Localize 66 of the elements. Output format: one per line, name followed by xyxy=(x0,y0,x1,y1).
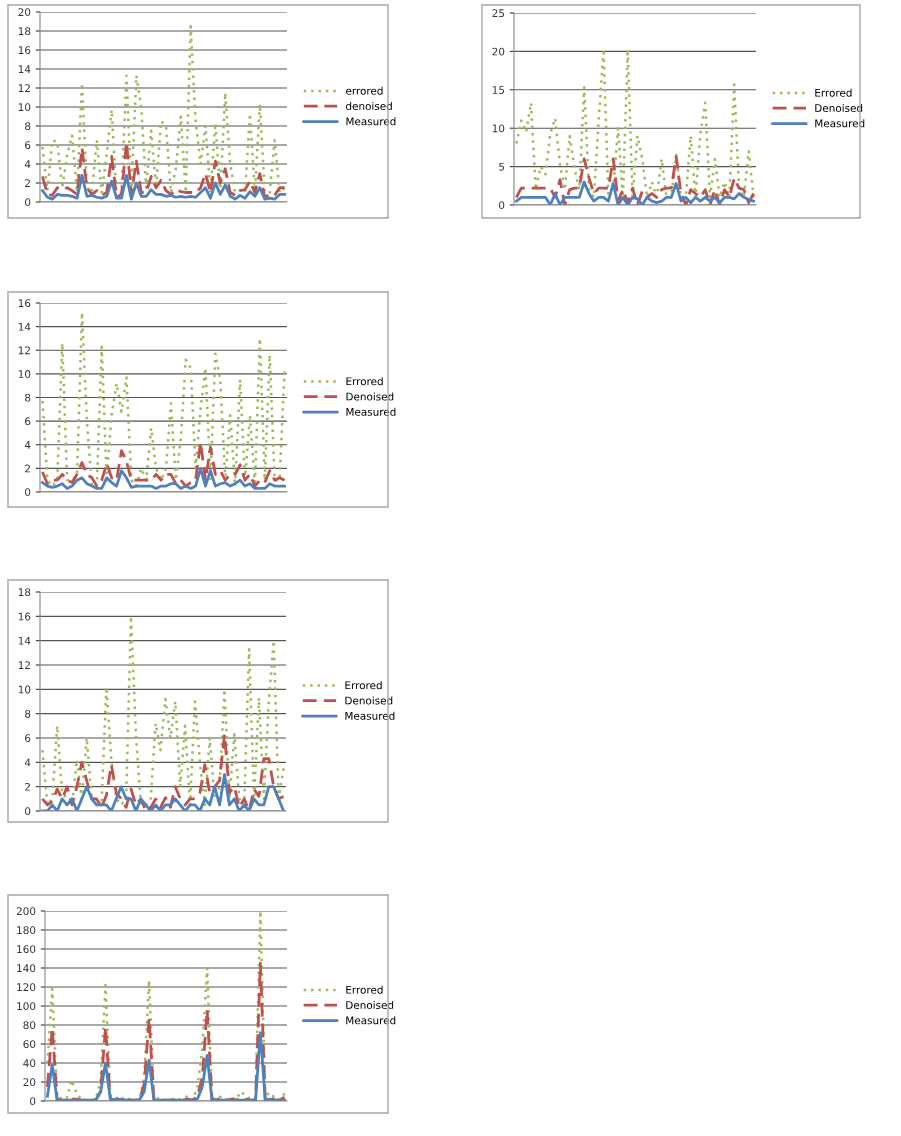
legend-label: Denoised xyxy=(815,103,863,113)
line-series xyxy=(46,911,286,1101)
y-tick-label: 0 xyxy=(25,488,31,497)
y-tick-label: 100 xyxy=(17,1002,36,1011)
y-tick-label: 14 xyxy=(18,637,31,645)
y-tick-label: 10 xyxy=(18,685,31,694)
y-tick-label: 10 xyxy=(18,103,31,112)
y-tick-label: 12 xyxy=(18,346,30,355)
legend-label: Errored xyxy=(815,88,852,97)
y-tick-label: 6 xyxy=(25,417,31,426)
y-tick-label: 10 xyxy=(18,370,31,378)
y-tick-label: 2 xyxy=(25,782,30,791)
legend-label: Denoised xyxy=(346,392,394,401)
y-tick-label: 18 xyxy=(18,27,31,36)
legend-label: Measured xyxy=(815,119,865,128)
y-tick-label: 4 xyxy=(24,441,31,449)
y-tick-label: 12 xyxy=(18,661,30,669)
y-tick-label: 2 xyxy=(25,464,30,473)
y-tick-label: 6 xyxy=(25,141,31,150)
y-tick-label: 120 xyxy=(17,983,36,992)
legend-label: Errored xyxy=(345,681,382,690)
y-tick-label: 8 xyxy=(25,393,31,402)
y-tick-label: 20 xyxy=(492,47,505,56)
legend-label: Denoised xyxy=(345,696,393,705)
y-tick-label: 0 xyxy=(499,201,505,210)
y-tick-label: 16 xyxy=(18,299,31,308)
y-tick-label: 20 xyxy=(18,8,31,17)
y-tick-label: 14 xyxy=(18,322,31,331)
y-tick-label: 6 xyxy=(25,734,31,743)
y-tick-label: 0 xyxy=(25,198,31,207)
y-tick-label: 160 xyxy=(17,945,36,954)
y-tick-label: 180 xyxy=(17,926,36,935)
y-tick-label: 20 xyxy=(23,1078,36,1087)
y-tick-label: 2 xyxy=(25,179,30,187)
y-tick-label: 15 xyxy=(492,86,505,94)
legend-label: Errored xyxy=(346,985,383,994)
legend-label: Errored xyxy=(346,377,383,386)
y-tick-label: 10 xyxy=(492,124,505,133)
y-tick-label: 4 xyxy=(24,758,31,767)
y-tick-label: 12 xyxy=(18,84,30,92)
y-tick-label: 5 xyxy=(499,162,505,171)
y-tick-label: 16 xyxy=(18,46,31,55)
y-tick-label: 25 xyxy=(492,9,505,18)
line-series xyxy=(515,47,755,199)
y-tick-label: 14 xyxy=(18,65,31,73)
y-tick-label: 60 xyxy=(23,1040,36,1049)
legend-label: Measured xyxy=(346,407,396,416)
y-tick-label: 40 xyxy=(23,1059,36,1068)
line-series xyxy=(41,615,285,807)
y-tick-label: 80 xyxy=(23,1021,36,1030)
y-tick-label: 0 xyxy=(30,1097,36,1106)
legend-label: Measured xyxy=(345,711,395,720)
y-tick-label: 8 xyxy=(25,122,31,131)
legend-label: Denoised xyxy=(346,1000,394,1010)
legend-label: denoised xyxy=(346,101,392,111)
y-tick-label: 0 xyxy=(25,807,31,816)
y-tick-label: 18 xyxy=(18,588,31,597)
y-tick-label: 8 xyxy=(25,709,31,718)
y-tick-label: 16 xyxy=(18,612,31,621)
line-series xyxy=(41,311,286,488)
y-tick-label: 4 xyxy=(24,160,31,168)
legend-label: Measured xyxy=(346,1016,396,1025)
y-tick-label: 200 xyxy=(16,907,36,916)
legend-label: Measured xyxy=(346,117,396,126)
y-tick-label: 140 xyxy=(17,964,36,973)
legend-label: errored xyxy=(346,86,383,95)
